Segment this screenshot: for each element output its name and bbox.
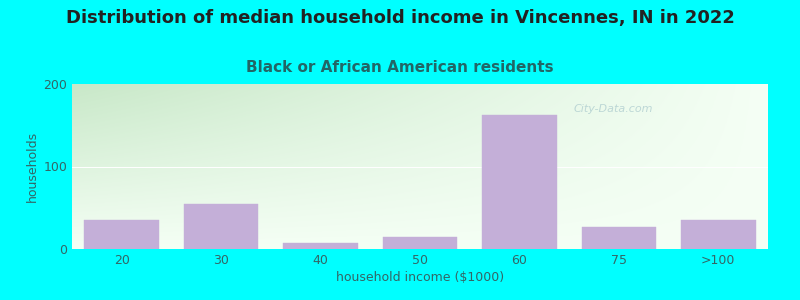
Bar <box>85 220 159 249</box>
Bar <box>482 115 557 249</box>
Bar <box>681 220 755 249</box>
Bar <box>184 204 258 249</box>
Y-axis label: households: households <box>26 131 39 202</box>
Bar <box>582 227 656 249</box>
Bar <box>283 243 358 249</box>
Text: Black or African American residents: Black or African American residents <box>246 60 554 75</box>
Text: City-Data.com: City-Data.com <box>573 104 653 114</box>
X-axis label: household income ($1000): household income ($1000) <box>336 271 504 284</box>
Bar <box>382 238 458 249</box>
Text: Distribution of median household income in Vincennes, IN in 2022: Distribution of median household income … <box>66 9 734 27</box>
